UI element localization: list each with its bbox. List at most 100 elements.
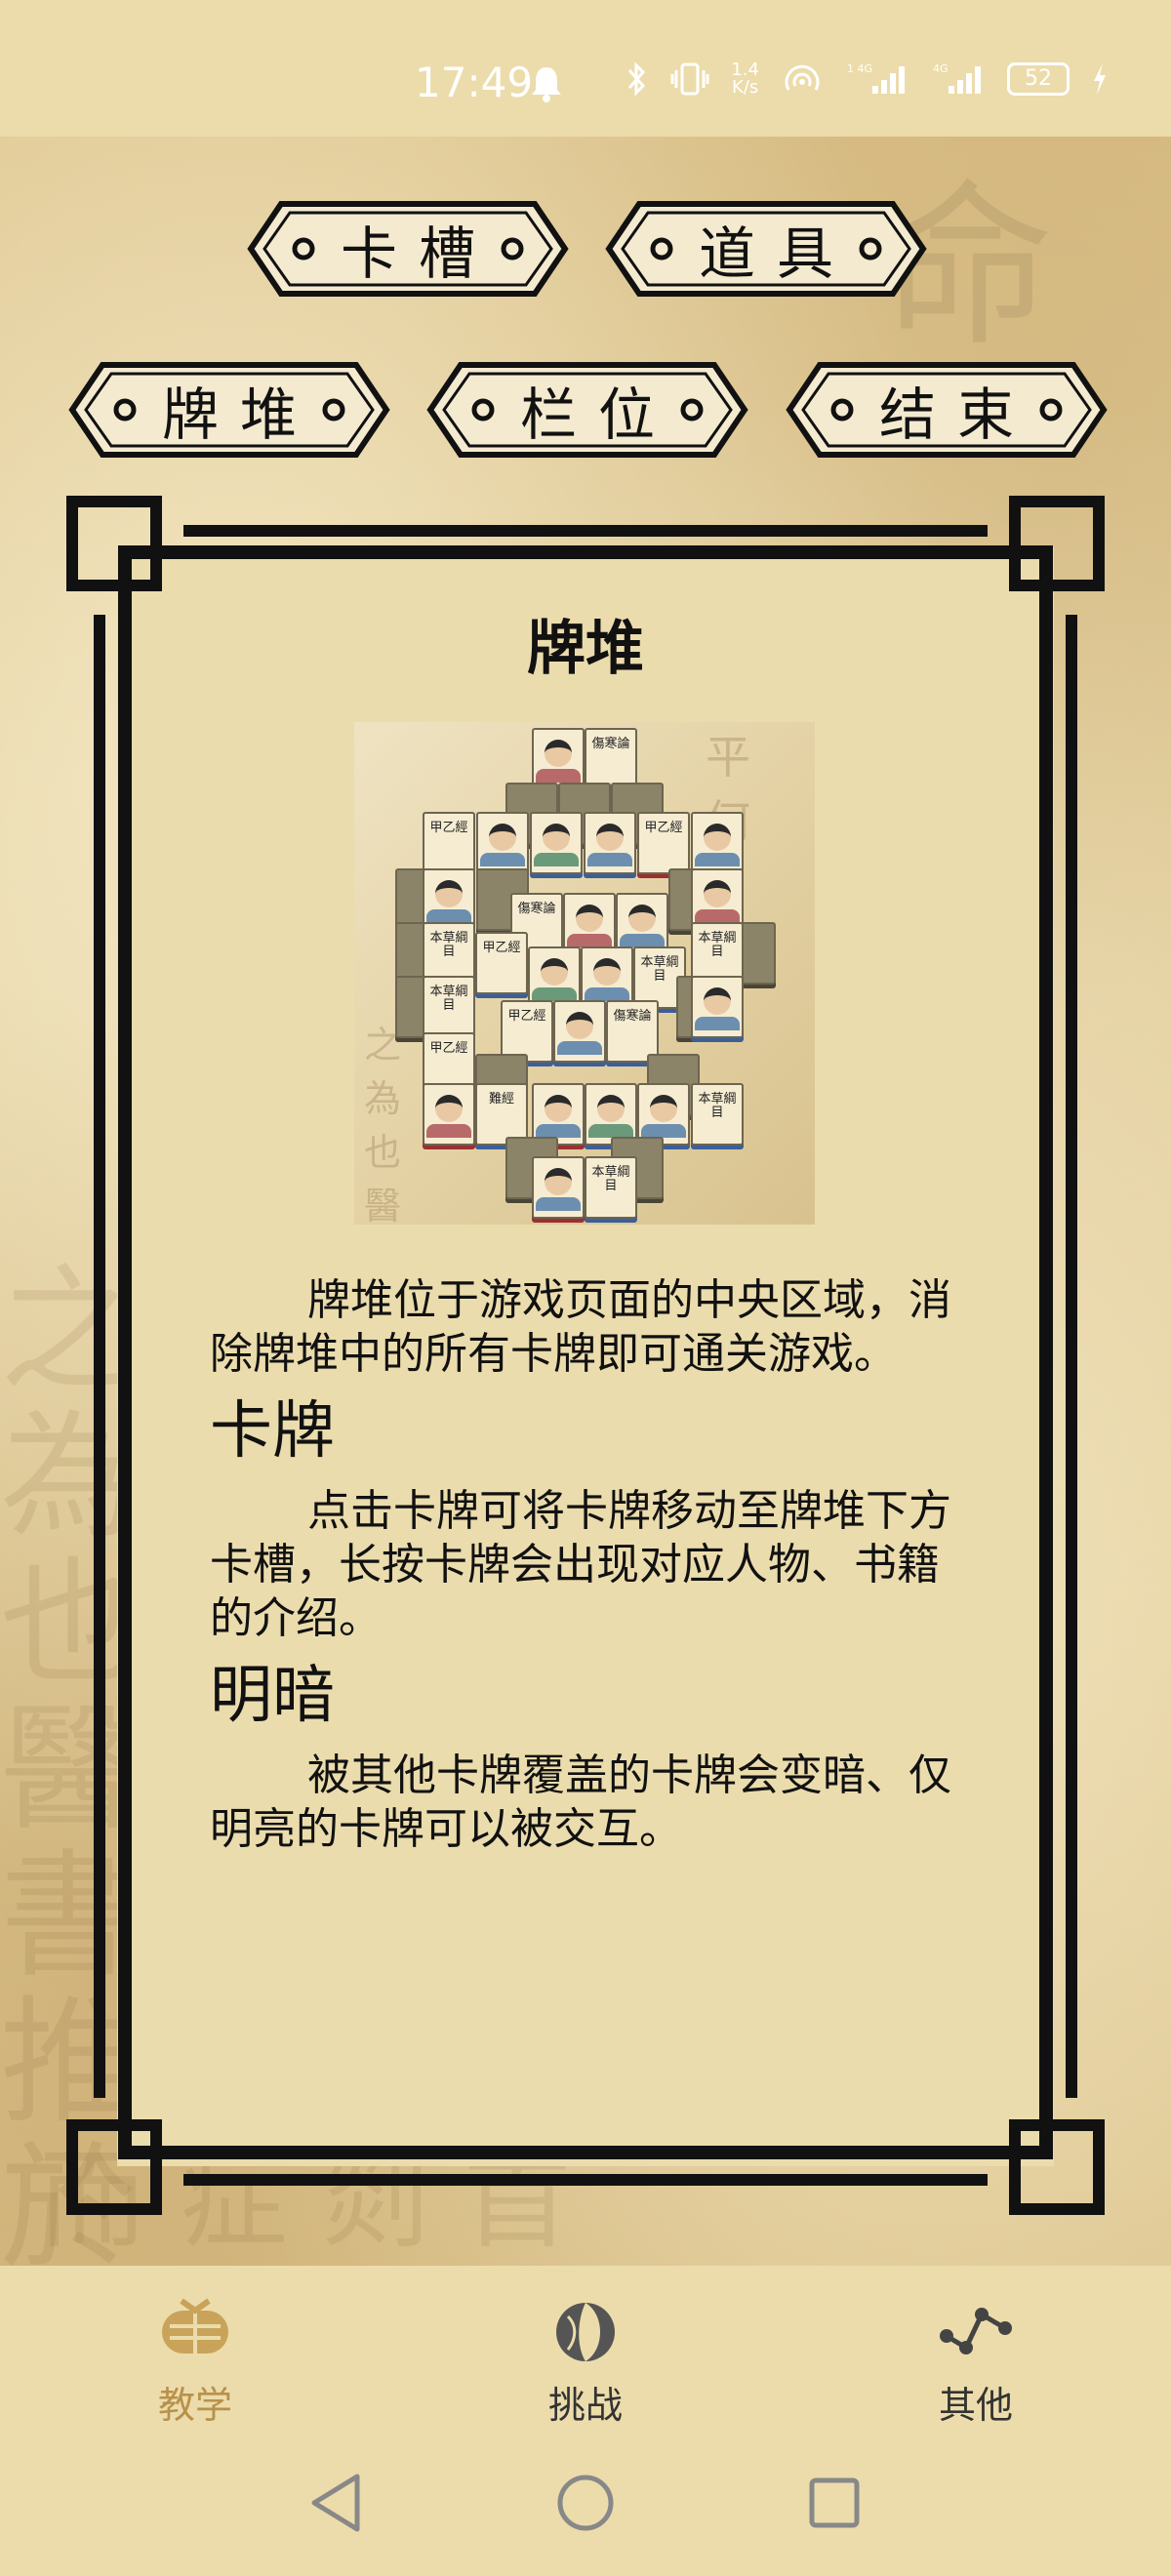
tile-text: 本草綱目	[698, 931, 737, 959]
hotspot-icon	[785, 64, 820, 91]
cards-section-title: 卡牌	[210, 1395, 335, 1468]
signal-1-icon: 1 4G	[847, 62, 905, 94]
tile-text: 甲乙經	[507, 1009, 546, 1024]
tile-text: 甲乙經	[429, 1041, 468, 1056]
signal-2-icon: 4G	[933, 62, 981, 94]
status-icons: 1.4 K/s 1 4G 4G 52	[626, 60, 1109, 98]
card-tile: 本草綱目	[691, 922, 744, 985]
tile-text: 本草綱目	[429, 931, 468, 959]
card-tile	[423, 868, 475, 931]
teaching-icon	[162, 2298, 228, 2354]
card-tile	[530, 812, 583, 874]
tab-frame	[68, 362, 390, 458]
nav-teaching[interactable]: 教学	[78, 2266, 312, 2432]
tile-text: 本草綱目	[698, 1092, 737, 1120]
tab-end[interactable]: 结束	[786, 361, 1108, 459]
card-tile	[532, 728, 585, 790]
card-tile	[532, 1156, 585, 1219]
card-tile: 傷寒論	[606, 1000, 659, 1063]
tile-text: 甲乙經	[429, 821, 468, 835]
tile-text: 傷寒論	[517, 902, 556, 916]
tab-frame	[247, 201, 569, 297]
tab-props[interactable]: 道具	[605, 200, 927, 298]
card-tile	[691, 812, 744, 874]
card-tile: 本草綱目	[691, 1083, 744, 1146]
card-tile: 甲乙經	[637, 812, 690, 874]
vibrate-icon	[670, 62, 709, 96]
signal-2-label: 4G	[933, 62, 949, 75]
card-tile: 本草綱目	[585, 1156, 637, 1219]
recents-icon[interactable]	[790, 2459, 878, 2547]
network-speed: 1.4 K/s	[731, 61, 759, 97]
card-tile: 甲乙經	[475, 932, 528, 994]
home-icon[interactable]	[542, 2459, 629, 2547]
status-time: 17:49	[415, 59, 534, 106]
card-tile	[563, 893, 616, 955]
card-tile: 傷寒論	[585, 728, 637, 790]
bluetooth-icon	[628, 61, 646, 97]
tile-text: 本草綱目	[591, 1165, 630, 1193]
challenge-icon	[556, 2303, 615, 2361]
card-tile: 本草綱目	[423, 976, 475, 1038]
tab-card-slot[interactable]: 卡槽	[247, 200, 569, 298]
battery-level: 52	[1025, 66, 1052, 91]
card-tile: 甲乙經	[423, 812, 475, 874]
light-dark-description: 被其他卡牌覆盖的卡牌会变暗、仅明亮的卡牌可以被交互。	[210, 1751, 951, 1854]
system-navigation-bar	[0, 2432, 1171, 2576]
tab-frame	[426, 362, 748, 458]
pile-description: 牌堆位于游戏页面的中央区域，消除牌堆中的所有卡牌即可通关游戏。	[210, 1275, 951, 1379]
battery-indicator: 52	[1007, 62, 1070, 96]
bottom-navigation: 教学 挑战 其他	[0, 2266, 1171, 2432]
cards-description: 点击卡牌可将卡牌移动至牌堆下方卡槽，长按卡牌会出现对应人物、书籍的介绍。	[210, 1486, 951, 1643]
tab-frame	[605, 201, 927, 297]
tab-label: 结束	[878, 382, 1035, 448]
card-tile	[585, 1083, 637, 1146]
nav-other[interactable]: 其他	[859, 2266, 1093, 2432]
card-tile	[553, 1000, 606, 1063]
notification-bell-icon	[532, 67, 561, 102]
charging-icon	[1094, 63, 1106, 95]
card-tile	[691, 868, 744, 931]
card-tile	[532, 1083, 585, 1146]
tab-label: 栏位	[519, 382, 676, 448]
network-speed-value: 1.4	[731, 60, 759, 80]
tile-text: 本草綱目	[640, 955, 679, 984]
nav-challenge[interactable]: 挑战	[468, 2266, 703, 2432]
signal-1-label: 1 4G	[847, 62, 872, 75]
network-speed-unit: K/s	[732, 77, 759, 98]
section-title: 牌堆	[527, 615, 644, 683]
card-tile	[637, 1083, 690, 1146]
nav-label: 其他	[938, 2384, 1013, 2427]
card-tile	[476, 812, 529, 874]
card-tile	[616, 893, 668, 955]
tile-text: 本草綱目	[429, 985, 468, 1013]
card-tile	[581, 946, 633, 1009]
tab-label: 卡槽	[340, 221, 497, 287]
card-tile	[584, 812, 636, 874]
tab-label: 道具	[698, 221, 855, 287]
content-frame	[66, 496, 1105, 2215]
card-tile: 本草綱目	[423, 922, 475, 985]
tab-label: 牌堆	[161, 382, 318, 448]
card-tile	[691, 976, 744, 1038]
tile-text: 甲乙經	[644, 821, 683, 835]
card-tile	[423, 1083, 475, 1146]
tile-text: 甲乙經	[482, 941, 521, 955]
tab-frame	[786, 362, 1108, 458]
card-tile: 難經	[475, 1083, 528, 1146]
nav-label: 挑战	[547, 2384, 623, 2427]
tile-text: 傷寒論	[591, 737, 630, 751]
back-icon[interactable]	[293, 2459, 381, 2547]
nav-label: 教学	[157, 2384, 232, 2427]
other-icon	[940, 2308, 1012, 2355]
tab-card-pile[interactable]: 牌堆	[68, 361, 390, 459]
tile-text: 難經	[488, 1092, 514, 1107]
tile-text: 傷寒論	[613, 1009, 652, 1024]
tab-column[interactable]: 栏位	[426, 361, 748, 459]
status-bar: 17:49 1.4 K/s 1 4G 4G	[0, 0, 1171, 137]
card-tile	[528, 946, 581, 1009]
light-dark-section-title: 明暗	[210, 1660, 335, 1732]
